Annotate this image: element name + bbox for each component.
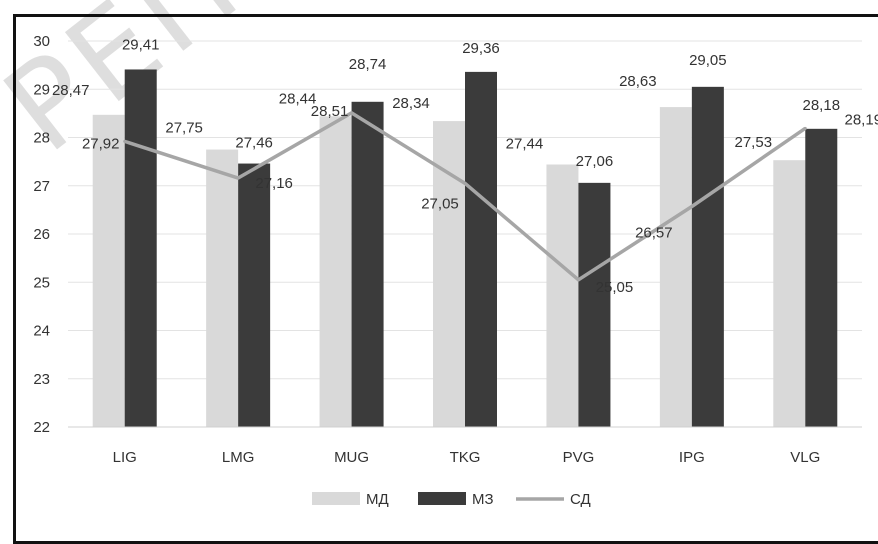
data-label-md: 28,34 (392, 95, 430, 112)
x-tick-label: PVG (563, 449, 595, 466)
y-tick-label: 28 (33, 130, 50, 147)
bar-md (92, 114, 125, 427)
bar-mz (124, 69, 157, 427)
data-label-sd: 28,19 (845, 111, 878, 128)
data-label-md: 28,44 (279, 90, 317, 107)
chart-svg: 28,47 27,75 28,44 28,34 27,44 28,63 27,53 29,41… (33, 33, 878, 508)
x-tick-label: MUG (334, 449, 369, 466)
data-label-md: 27,75 (165, 120, 203, 137)
bar-mz (351, 101, 384, 428)
bar-mz (805, 128, 838, 427)
x-tick-label: LMG (222, 449, 255, 466)
data-label-sd: 27,05 (421, 195, 459, 212)
data-labels: 28,47 27,75 28,44 28,34 27,44 28,63 27,53 29,41… (52, 36, 878, 295)
line-point-sd (803, 126, 807, 130)
legend-label-mz: МЗ (472, 491, 494, 508)
y-tick-label: 23 (33, 371, 50, 388)
bar-mz (465, 71, 497, 427)
bar-mz (691, 86, 724, 428)
line-point-sd (123, 139, 127, 143)
data-label-sd: 27,16 (255, 175, 293, 192)
data-label-mz: 29,36 (462, 40, 500, 57)
y-tick-label: 30 (33, 33, 50, 50)
line-point-sd (463, 181, 467, 185)
x-tick-label: VLG (790, 449, 820, 466)
y-tick-label: 26 (33, 226, 50, 243)
line-point-sd (690, 204, 694, 208)
data-label-mz: 27,46 (235, 135, 273, 152)
x-tick-label: TKG (450, 449, 481, 466)
data-label-sd: 27,92 (82, 135, 120, 152)
line-series (123, 111, 807, 282)
line-point-sd (236, 176, 240, 180)
legend-label-sd: СД (570, 491, 591, 508)
data-label-mz: 28,74 (349, 56, 387, 73)
bar-mz (578, 182, 611, 427)
bars (92, 69, 838, 428)
axes: 22 23 24 25 26 27 28 29 30 LIG LMG MUG TKG PVG IPG VLG (33, 33, 862, 466)
y-tick-label: 24 (33, 323, 50, 340)
data-label-md: 28,63 (619, 73, 657, 90)
y-tick-label: 22 (33, 419, 50, 436)
legend-swatch-md (312, 492, 360, 505)
data-label-mz: 27,06 (576, 153, 614, 170)
x-tick-label: LIG (113, 449, 137, 466)
data-label-md: 27,44 (506, 136, 544, 153)
data-label-mz: 28,18 (803, 97, 841, 114)
data-label-md: 28,47 (52, 82, 90, 99)
bar-md (773, 160, 806, 428)
y-tick-label: 25 (33, 274, 50, 291)
line-point-sd (350, 111, 354, 115)
y-tick-label: 29 (33, 81, 50, 98)
legend-swatch-mz (418, 492, 466, 505)
data-label-mz: 29,05 (689, 52, 727, 69)
data-label-sd: 28,51 (311, 103, 349, 120)
bar-md (206, 149, 239, 427)
legend-label-md: МД (366, 491, 389, 508)
x-tick-label: IPG (679, 449, 705, 466)
y-tick-label: 27 (33, 178, 50, 195)
legend: МД МЗ СД (312, 491, 591, 508)
bar-md (319, 116, 352, 428)
data-label-mz: 29,41 (122, 36, 160, 53)
bar-md (659, 107, 692, 427)
data-label-sd: 26,57 (635, 224, 673, 241)
data-label-md: 27,53 (735, 134, 773, 151)
bar-md (546, 164, 579, 427)
line-point-sd (576, 278, 580, 282)
bar-mz (238, 163, 271, 427)
data-label-sd: 25,05 (596, 279, 634, 296)
